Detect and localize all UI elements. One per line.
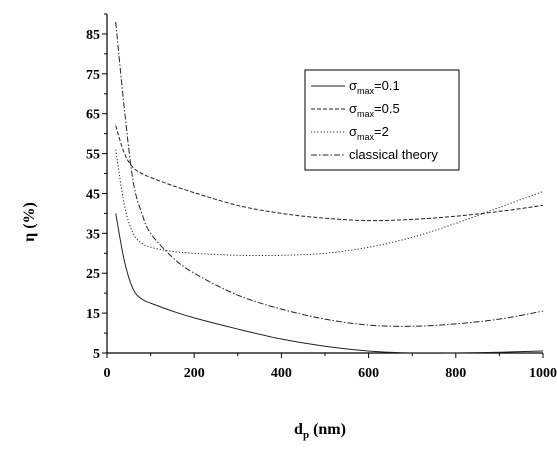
y-tick-label: 65: [86, 108, 100, 123]
x-tick-label: 600: [358, 366, 379, 381]
x-tick-label: 1000: [529, 366, 557, 381]
y-tick-label: 25: [86, 267, 100, 282]
axes: [102, 13, 544, 358]
x-tick-label: 400: [271, 366, 292, 381]
y-tick-label: 5: [93, 347, 100, 362]
y-tick-label: 85: [86, 28, 100, 43]
legend-label: σmax=0.5: [349, 101, 400, 119]
series-line-1: [115, 213, 544, 354]
y-tick-label: 35: [86, 227, 100, 242]
x-axis-title: dp (nm): [294, 421, 346, 441]
y-tick-label: 45: [86, 187, 100, 202]
y-axis-title: η (%): [21, 202, 38, 242]
y-tick-label: 55: [86, 148, 100, 163]
legend-label: σmax=0.1: [349, 78, 400, 96]
legend-label: σmax=2: [349, 124, 389, 142]
legend: σmax=0.1 σmax=0.5 σmax=2 classical theory: [304, 69, 460, 171]
legend-box: [304, 69, 460, 171]
y-tick-label: 15: [86, 307, 100, 322]
legend-label: classical theory: [349, 147, 438, 162]
tick-labels: 5 15 25 35 45 55 65 75 85 0 200 400 600 800 1000: [86, 28, 557, 381]
x-tick-label: 200: [184, 366, 205, 381]
x-tick-label: 0: [104, 366, 111, 381]
y-tick-label: 75: [86, 68, 100, 83]
series-line-2: [115, 125, 544, 222]
x-tick-label: 800: [445, 366, 466, 381]
series-layer: [115, 21, 544, 354]
series-line-4: [115, 21, 544, 327]
